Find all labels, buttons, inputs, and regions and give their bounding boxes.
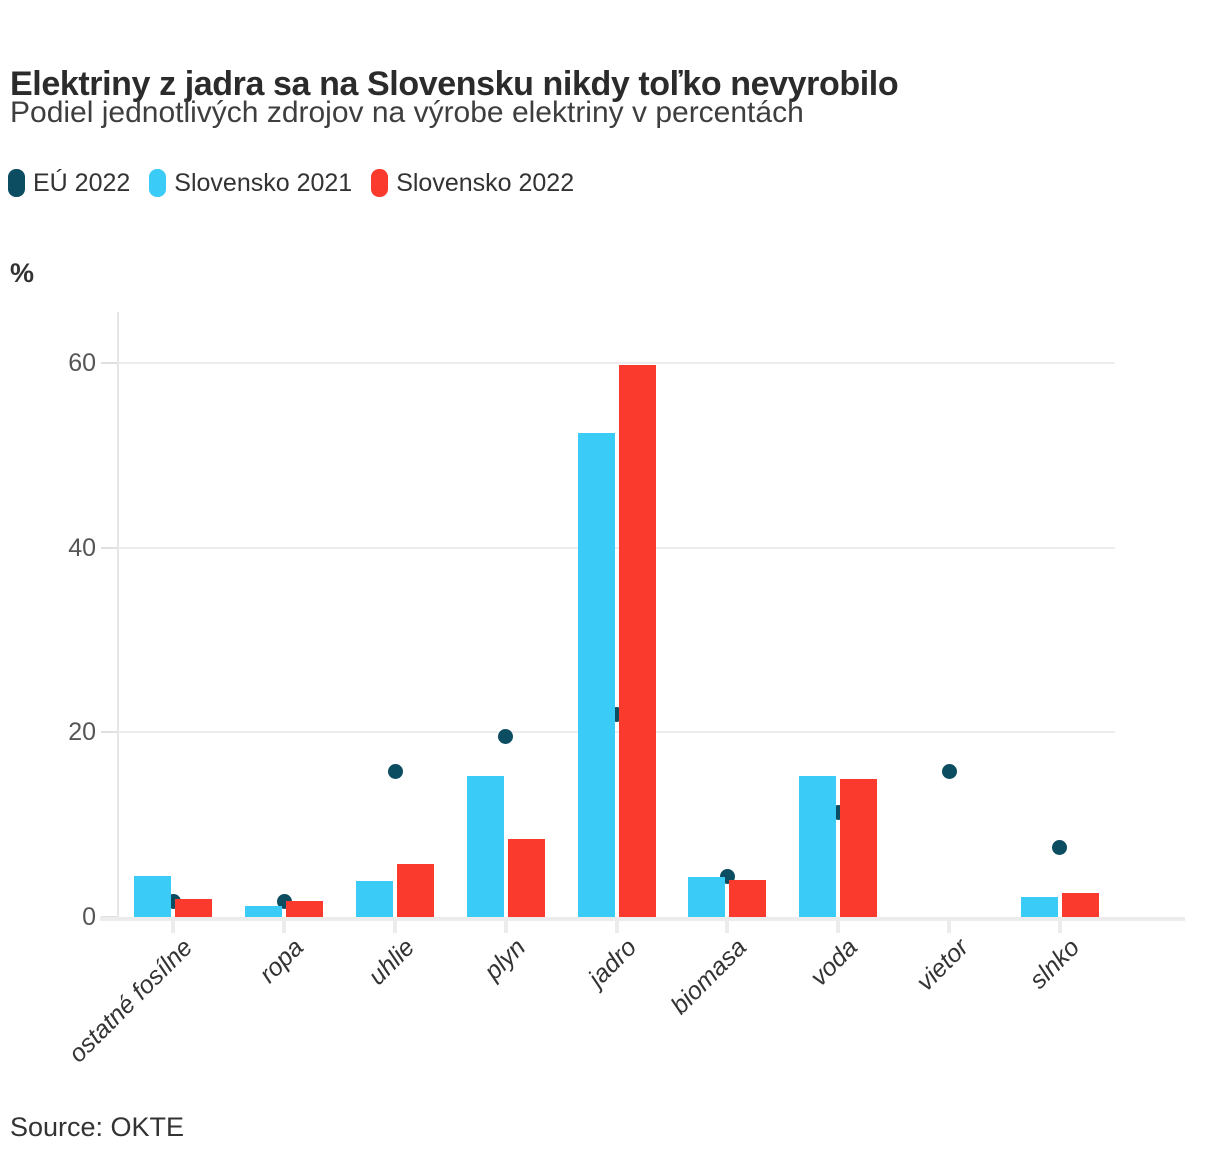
x-axis-tick [725, 921, 730, 933]
x-axis-label: jadro [582, 933, 642, 993]
bar-slovensko-2022 [507, 838, 545, 917]
legend-swatch-eu-2022 [8, 169, 25, 197]
source-caption: Source: OKTE [10, 1112, 185, 1142]
x-axis-label: slnko [1023, 933, 1085, 995]
chart-title: Elektriny z jadra sa na Slovensku nikdy … [10, 64, 899, 103]
x-axis-tick [1057, 921, 1062, 933]
x-axis-tick [836, 921, 841, 933]
bar-slovensko-2022 [286, 901, 324, 917]
x-axis-line [100, 917, 1185, 921]
legend-item-eu-2022: EÚ 2022 [8, 169, 130, 198]
bar-slovensko-2022 [729, 880, 767, 917]
y-axis-line [117, 312, 119, 917]
chart-subtitle: Podiel jednotlivých zdrojov na výrobe el… [10, 96, 804, 129]
x-axis-tick [614, 921, 619, 933]
eu-2022-dot [1052, 840, 1068, 856]
x-axis-tick [947, 921, 951, 933]
bar-slovensko-2021 [688, 877, 726, 917]
bar-slovensko-2022 [397, 864, 434, 917]
chart-legend: EÚ 2022 Slovensko 2021 Slovensko 2022 [8, 168, 574, 198]
x-axis-label: voda [805, 933, 864, 992]
x-axis-label: vietor [911, 933, 975, 997]
bar-slovensko-2022 [840, 779, 878, 917]
x-axis-tick [282, 921, 287, 933]
x-axis-label: uhlie [362, 933, 421, 991]
eu-2022-dot [498, 728, 514, 744]
x-axis-tick [171, 921, 176, 933]
eu-2022-dot [387, 763, 403, 779]
x-axis-label: plyn [478, 933, 531, 986]
y-grid-line [118, 546, 1115, 549]
legend-item-slovensko-2021: Slovensko 2021 [149, 169, 352, 198]
legend-label-slovensko-2022: Slovensko 2022 [396, 168, 575, 197]
bar-slovensko-2022 [618, 364, 656, 917]
y-tick-label: 20 [68, 718, 96, 747]
bar-slovensko-2022 [1061, 892, 1099, 917]
y-tick-label: 0 [82, 903, 96, 931]
x-axis-label: biomasa [665, 933, 753, 1020]
y-grid-line [118, 362, 1115, 364]
bar-slovensko-2021 [1020, 896, 1058, 917]
x-axis-tick [393, 921, 397, 933]
bar-slovensko-2021 [799, 775, 837, 917]
legend-label-slovensko-2021: Slovensko 2021 [174, 168, 353, 197]
bar-slovensko-2021 [466, 775, 504, 917]
eu-2022-dot [941, 763, 957, 779]
y-axis-unit-label: % [10, 258, 35, 288]
x-axis-tick [503, 921, 508, 933]
y-axis-tick [101, 546, 118, 549]
bar-slovensko-2021 [134, 876, 172, 917]
legend-swatch-slovensko-2022 [371, 169, 389, 197]
legend-label-eu-2022: EÚ 2022 [33, 168, 131, 197]
bar-slovensko-2021 [577, 433, 615, 917]
y-tick-label: 40 [68, 533, 96, 562]
y-axis-tick [101, 362, 118, 364]
y-axis-tick [101, 731, 118, 734]
y-tick-label: 60 [68, 349, 96, 377]
bar-slovensko-2021 [245, 905, 283, 917]
bar-slovensko-2021 [356, 880, 393, 917]
y-grid-line [118, 731, 1115, 734]
legend-item-slovensko-2022: Slovensko 2022 [371, 169, 574, 198]
legend-swatch-slovensko-2021 [149, 169, 167, 197]
bar-slovensko-2022 [175, 898, 213, 917]
bar-chart-plot-area: 0 20 40 60 ostatné fosílne ropa uhlie plyn jadro… [64, 312, 1185, 1068]
